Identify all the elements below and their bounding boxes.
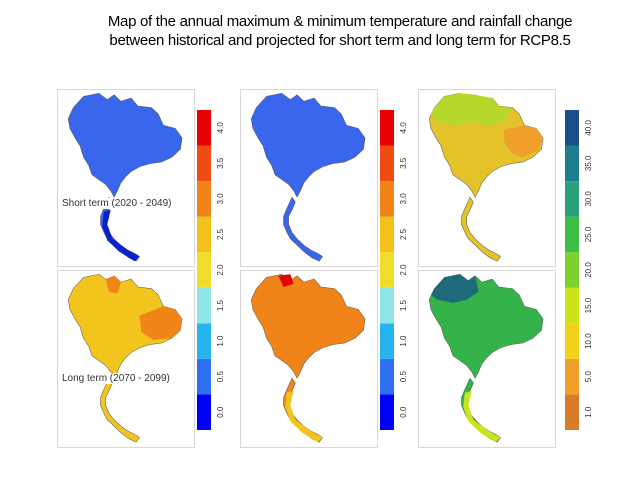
map-panel-short-min [240,89,378,267]
long-term-label: Long term (2070 - 2099) [61,373,171,384]
rain-tick-label: 10.0 [584,333,593,349]
rain-swatch-7 [565,145,579,182]
short-term-label: Short term (2020 - 2049) [61,198,173,209]
temp1-swatch-1 [197,358,211,395]
rain-tick-label: 5.0 [584,371,593,383]
rain-tick-label: 15.0 [584,297,593,313]
temperature-legend-1: 0.0 0.5 1.0 1.5 2.0 2.5 3.0 3.5 4.0 [197,110,225,430]
rain-tick-label: 25.0 [584,226,593,242]
temp2-swatch-3 [380,287,394,324]
temp1-swatch-5 [197,216,211,253]
rain-swatch-4 [565,252,579,288]
map-long-rain [428,273,544,443]
temp1-tick-label: 1.0 [216,335,225,347]
map-long-min [250,273,366,443]
temp1-swatch-6 [197,181,211,217]
temp2-tick-label: 2.5 [399,228,408,240]
temp1-swatch-8 [197,110,211,146]
temp2-swatch-5 [380,216,394,253]
temp1-tick-label: 0.5 [216,371,225,383]
temp1-swatch-7 [197,145,211,182]
map-short-min [250,92,366,262]
temp2-tick-label: 0.5 [399,371,408,383]
temp2-tick-label: 4.0 [399,122,408,134]
temp2-tick-label: 2.0 [399,264,408,276]
temp2-swatch-1 [380,358,394,395]
rain-swatch-0 [565,394,579,430]
map-panel-short-rain [418,89,556,267]
map-long-max [67,273,183,443]
temp1-tick-label: 4.0 [216,122,225,134]
temp1-tick-label: 1.5 [216,299,225,311]
map-panel-long-rain [418,270,556,448]
temp2-tick-label: 3.0 [399,193,408,205]
temp2-tick-label: 1.0 [399,335,408,347]
rain-swatch-8 [565,110,579,146]
temp1-tick-label: 3.5 [216,157,225,169]
temp1-tick-label: 0.0 [216,406,225,418]
rain-tick-label: 20.0 [584,262,593,278]
temp1-tick-label: 3.0 [216,193,225,205]
rain-swatch-3 [565,287,579,324]
temp2-swatch-0 [380,394,394,430]
rain-swatch-5 [565,216,579,253]
rain-swatch-1 [565,358,579,395]
temp1-swatch-4 [197,252,211,288]
temp1-tick-label: 2.5 [216,228,225,240]
title-line-2: between historical and projected for sho… [109,32,571,49]
temp1-swatch-3 [197,287,211,324]
map-panel-short-max [57,89,195,267]
temp2-swatch-6 [380,181,394,217]
temp1-swatch-2 [197,323,211,359]
temp2-swatch-8 [380,110,394,146]
map-panel-long-max [57,270,195,448]
temperature-legend-2: 0.0 0.5 1.0 1.5 2.0 2.5 3.0 3.5 4.0 [380,110,408,430]
rain-tick-label: 35.0 [584,155,593,171]
temp2-swatch-4 [380,252,394,288]
rain-swatch-6 [565,181,579,217]
temp2-tick-label: 0.0 [399,406,408,418]
temp1-swatch-0 [197,394,211,430]
temp2-swatch-2 [380,323,394,359]
rain-tick-label: 1.0 [584,406,593,418]
map-panel-long-min [240,270,378,448]
temp2-tick-label: 1.5 [399,299,408,311]
title-line-1: Map of the annual maximum & minimum temp… [107,13,573,30]
rain-tick-label: 40.0 [584,119,593,135]
temp2-swatch-7 [380,145,394,182]
temp2-tick-label: 3.5 [399,157,408,169]
rain-tick-label: 30.0 [584,191,593,207]
page-title: Map of the annual maximum & minimum temp… [40,12,638,50]
temp1-tick-label: 2.0 [216,264,225,276]
map-short-max [67,92,183,262]
rainfall-legend: 1.0 5.0 10.0 15.0 20.0 25.0 30.0 35.0 40.0 [565,110,593,430]
map-short-rain [428,92,544,262]
rain-swatch-2 [565,323,579,359]
